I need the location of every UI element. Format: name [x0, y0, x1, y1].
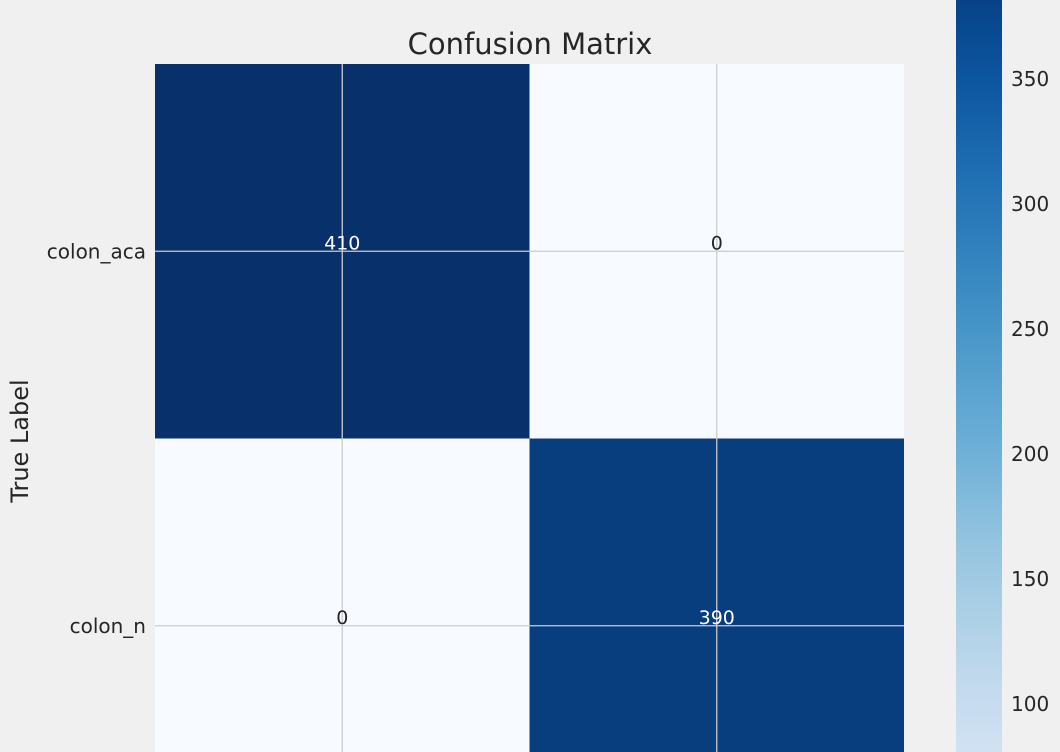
colorbar-tick-label: 300	[1011, 192, 1049, 216]
cell-value-label: 410	[324, 232, 360, 254]
colorbar: 100 150 200 250 300 350	[956, 0, 1049, 752]
cell-value-labels: 410 0 0 390	[324, 232, 735, 629]
colorbar-tick-label: 250	[1011, 317, 1049, 341]
y-tick-label: colon_aca	[47, 239, 146, 263]
colorbar-tick-label: 150	[1011, 567, 1049, 591]
grid-lines	[155, 64, 904, 752]
cell-value-label: 0	[336, 607, 348, 629]
chart-title: Confusion Matrix	[408, 27, 653, 61]
y-tick-label: colon_n	[70, 614, 146, 638]
colorbar-gradient	[956, 0, 1002, 752]
heatmap-cells	[155, 64, 904, 752]
y-tick-labels: colon_aca colon_n	[47, 239, 146, 638]
colorbar-tick-label: 350	[1011, 67, 1049, 91]
y-axis-label: True Label	[6, 379, 34, 503]
cell-value-label: 0	[711, 232, 723, 254]
cell-value-label: 390	[699, 607, 735, 629]
colorbar-tick-label: 200	[1011, 442, 1049, 466]
colorbar-tick-label: 100	[1011, 692, 1049, 716]
